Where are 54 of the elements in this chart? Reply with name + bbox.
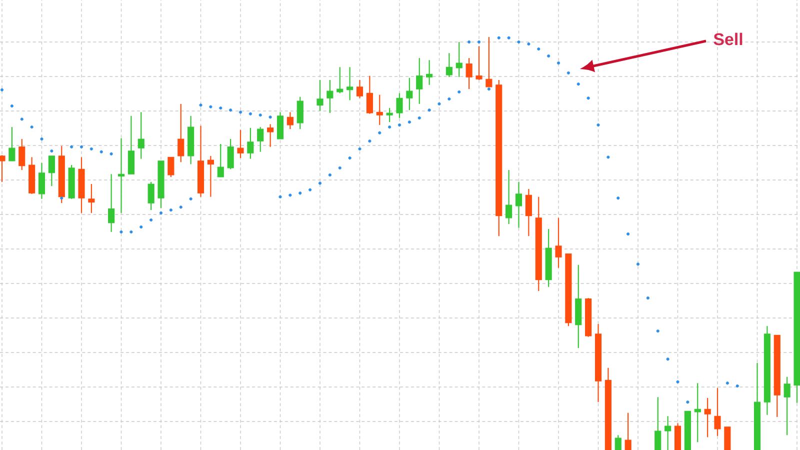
candlestick	[336, 66, 344, 94]
candlestick	[326, 79, 334, 114]
annotation: Sell	[714, 32, 742, 46]
candlestick	[396, 92, 403, 118]
candlestick	[674, 422, 682, 450]
candlestick	[466, 58, 472, 90]
candlestick	[694, 382, 701, 443]
candlestick	[704, 397, 711, 438]
candlestick	[406, 77, 413, 111]
candlestick	[366, 75, 373, 114]
candlestick	[664, 416, 672, 450]
candlestick	[148, 181, 154, 211]
candlestick	[426, 60, 433, 86]
candlestick	[227, 138, 234, 170]
candlestick	[506, 169, 512, 225]
candlestick	[316, 79, 324, 112]
candlestick	[257, 126, 264, 152]
candlestick	[386, 107, 393, 123]
candlestick	[207, 155, 214, 198]
candlestick	[555, 217, 562, 268]
candlestick	[515, 181, 522, 228]
candlestick	[0, 154, 6, 183]
candlestick	[217, 143, 224, 178]
candlestick	[247, 127, 254, 160]
candlestick	[624, 412, 632, 450]
candlestick	[237, 129, 244, 159]
candlestick	[476, 46, 482, 80]
candlestick	[296, 96, 304, 130]
candlestick	[346, 66, 354, 101]
candlestick	[108, 174, 115, 232]
candlestick	[654, 396, 662, 450]
candlestick	[286, 112, 294, 130]
candlestick	[276, 112, 284, 140]
candlestick	[138, 112, 144, 160]
candlestick	[446, 52, 452, 78]
candlestick	[267, 124, 274, 148]
candlestick	[38, 162, 46, 200]
candlestick	[128, 115, 134, 175]
candlestick	[88, 183, 95, 214]
candlestick	[416, 58, 423, 104]
candlestick	[178, 103, 184, 163]
candlestick	[525, 188, 532, 237]
candlestick	[48, 155, 55, 187]
candlestick	[168, 156, 174, 178]
candlestick	[18, 138, 26, 171]
candlestick	[614, 434, 622, 450]
candlestick	[376, 94, 383, 126]
candlestick	[8, 126, 16, 162]
candlestick	[724, 426, 731, 450]
candlestick	[118, 138, 125, 214]
candlestick	[456, 41, 462, 78]
candlestick	[784, 376, 790, 436]
candlestick	[714, 388, 721, 437]
candlestick	[356, 79, 364, 99]
